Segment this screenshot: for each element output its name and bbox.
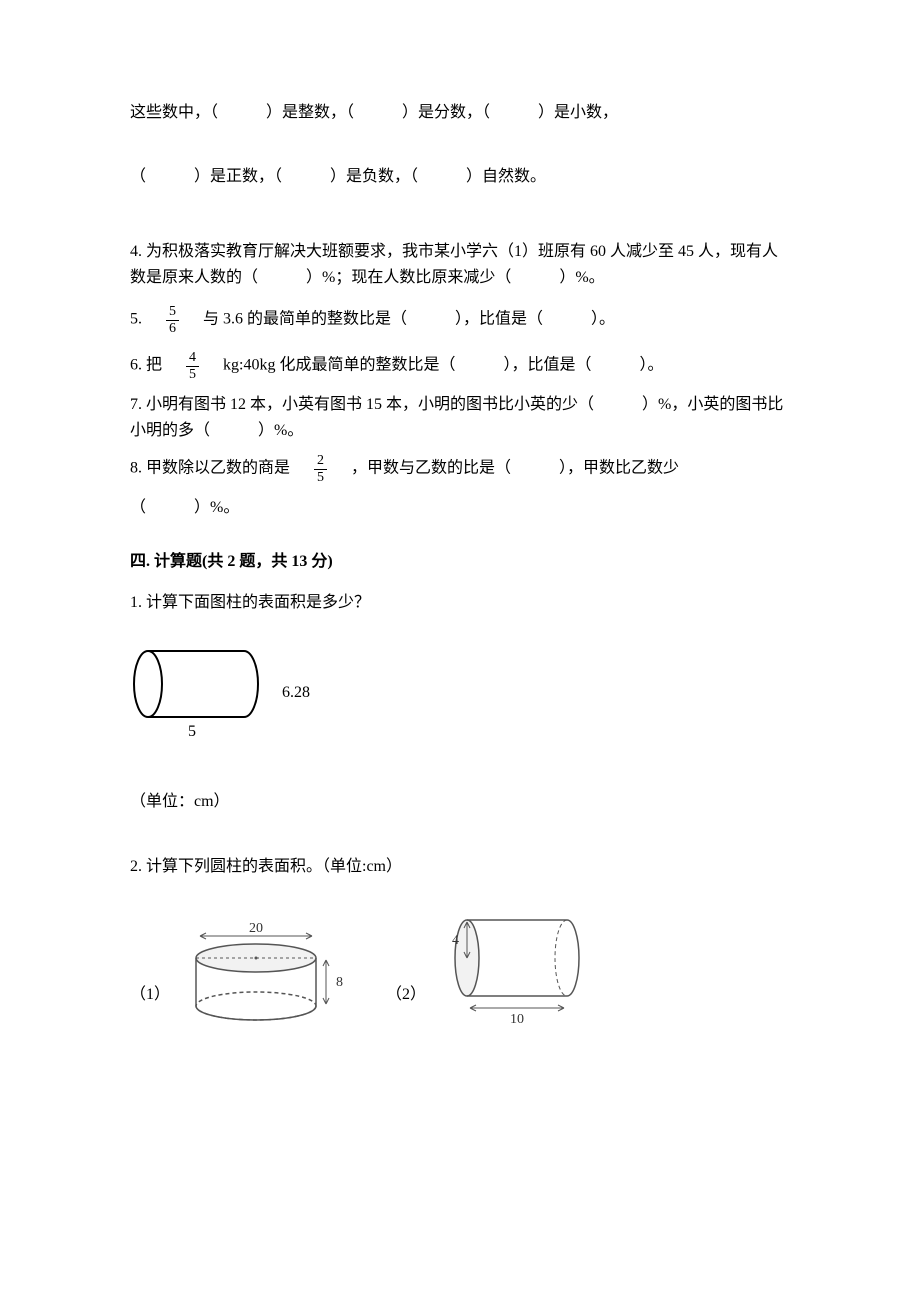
cylinder-figure-2a: 20 8 xyxy=(176,918,346,1028)
q8-post1: ，甲数与乙数的比是（ ），甲数比乙数少 xyxy=(335,460,679,477)
q5-pre: 5. xyxy=(130,311,158,328)
calc-question-1: 1. 计算下面图柱的表面积是多少？ 5 6.28 （单位：cm） xyxy=(130,590,790,814)
q6-post: kg:40kg 化成最简单的整数比是（ ），比值是（ ）。 xyxy=(207,357,663,374)
calc-question-2: 2. 计算下列圆柱的表面积。（单位:cm） （1） 20 8 xyxy=(130,854,790,1028)
calc2-fig2-wrap: （2） 4 10 xyxy=(386,908,602,1028)
svg-text:8: 8 xyxy=(336,975,343,990)
q6-pre: 6. 把 xyxy=(130,357,178,374)
question-4: 4. 为积极落实教育厅解决大班额要求，我市某小学六（1）班原有 60 人减少至 … xyxy=(130,239,790,290)
svg-text:4: 4 xyxy=(452,933,459,948)
cylinder-figure-1: 5 xyxy=(130,646,270,741)
q8-numerator: 2 xyxy=(314,453,327,469)
question-8-line2: （ ）%。 xyxy=(130,495,790,521)
q6-fraction: 4 5 xyxy=(186,350,199,382)
question-3-line2: （ ）是正数，（ ）是负数，（ ）自然数。 xyxy=(130,164,790,190)
q6-denominator: 5 xyxy=(186,367,199,382)
q8-denominator: 5 xyxy=(314,470,327,485)
calc2-label-2: （2） xyxy=(386,982,426,1008)
question-8-line1: 8. 甲数除以乙数的商是 2 5 ，甲数与乙数的比是（ ），甲数比乙数少 xyxy=(130,453,790,485)
svg-text:20: 20 xyxy=(249,921,263,936)
calc2-label-1: （1） xyxy=(130,982,170,1008)
q5-post: 与 3.6 的最简单的整数比是（ ），比值是（ ）。 xyxy=(187,311,615,328)
calc2-text: 2. 计算下列圆柱的表面积。（单位:cm） xyxy=(130,854,790,880)
svg-text:10: 10 xyxy=(510,1012,524,1027)
section-4-title: 四. 计算题(共 2 题，共 13 分) xyxy=(130,549,790,575)
q5-fraction: 5 6 xyxy=(166,304,179,336)
calc1-height-label: 6.28 xyxy=(282,680,310,706)
calc2-fig1-wrap: （1） 20 8 xyxy=(130,918,346,1028)
question-6: 6. 把 4 5 kg:40kg 化成最简单的整数比是（ ），比值是（ ）。 xyxy=(130,350,790,382)
q5-numerator: 5 xyxy=(166,304,179,320)
question-7: 7. 小明有图书 12 本，小英有图书 15 本，小明的图书比小英的少（ ）%，… xyxy=(130,392,790,443)
q8-pre: 8. 甲数除以乙数的商是 xyxy=(130,460,306,477)
cylinder-figure-2b: 4 10 xyxy=(432,908,602,1028)
question-5: 5. 5 6 与 3.6 的最简单的整数比是（ ），比值是（ ）。 xyxy=(130,304,790,336)
q8-fraction: 2 5 xyxy=(314,453,327,485)
q6-numerator: 4 xyxy=(186,350,199,366)
q5-denominator: 6 xyxy=(166,321,179,336)
calc1-unit: （单位：cm） xyxy=(130,789,790,815)
question-3-line1: 这些数中，（ ）是整数，（ ）是分数，（ ）是小数， xyxy=(130,100,790,126)
calc1-width-label: 5 xyxy=(188,723,196,740)
calc1-text: 1. 计算下面图柱的表面积是多少？ xyxy=(130,590,790,616)
